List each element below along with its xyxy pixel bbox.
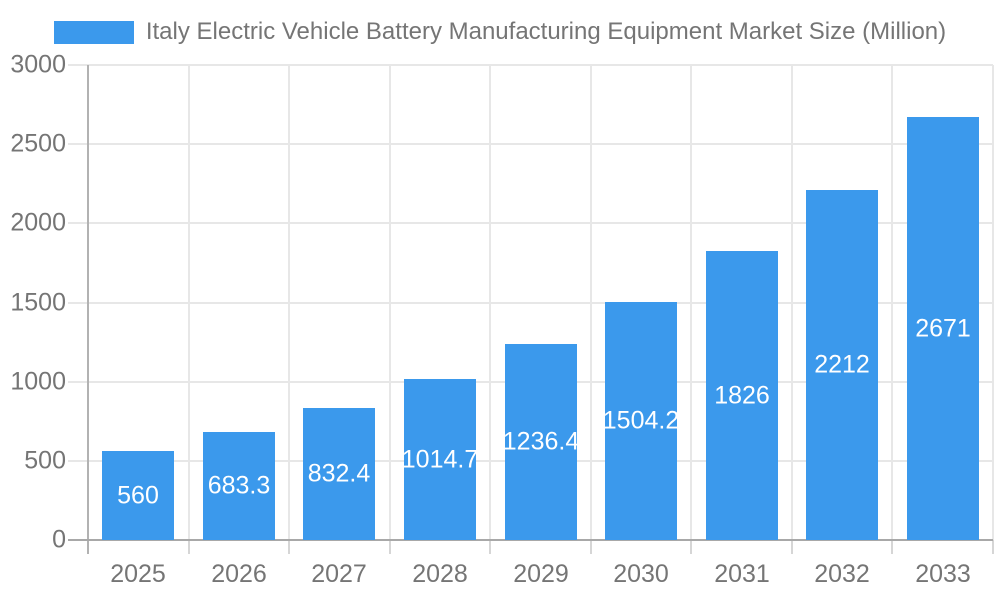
x-axis-tick: [188, 540, 190, 554]
bar-value-label: 2212: [814, 350, 870, 379]
x-axis-tick-label: 2032: [814, 560, 870, 588]
bar-value-label: 1014.7: [401, 445, 479, 474]
x-axis-tick: [590, 540, 592, 554]
x-gridline: [891, 65, 893, 540]
y-gridline: [68, 64, 993, 66]
x-gridline: [590, 65, 592, 540]
y-axis-tick-label: 1500: [10, 288, 66, 317]
x-gridline: [489, 65, 491, 540]
legend-swatch: [53, 20, 134, 44]
x-axis-tick-label: 2027: [311, 560, 367, 588]
x-axis-tick: [791, 540, 793, 554]
bar-value-label: 2671: [915, 314, 971, 343]
legend-label: Italy Electric Vehicle Battery Manufactu…: [145, 18, 947, 45]
bar[interactable]: [303, 408, 375, 540]
chart-legend[interactable]: Italy Electric Vehicle Battery Manufactu…: [0, 18, 1000, 46]
bar[interactable]: [605, 302, 677, 540]
bar-value-label: 1236.4: [502, 427, 580, 456]
y-gridline: [68, 302, 993, 304]
x-axis-tick: [891, 540, 893, 554]
x-axis-tick-label: 2033: [915, 560, 971, 588]
bar[interactable]: [102, 451, 174, 540]
x-gridline: [288, 65, 290, 540]
bar-value-label: 832.4: [307, 459, 371, 488]
y-axis-line: [87, 65, 89, 554]
x-axis-tick: [489, 540, 491, 554]
bar-value-label: 1504.2: [602, 406, 680, 435]
x-axis-tick: [389, 540, 391, 554]
y-gridline: [68, 222, 993, 224]
y-axis-tick-label: 3000: [10, 50, 66, 79]
bar-value-label: 1826: [714, 381, 770, 410]
bar[interactable]: [404, 379, 476, 540]
x-axis-tick: [288, 540, 290, 554]
x-axis-tick-label: 2029: [513, 560, 569, 588]
bar[interactable]: [505, 344, 577, 540]
x-axis-tick: [690, 540, 692, 554]
y-axis-tick-label: 1000: [10, 367, 66, 396]
x-gridline: [791, 65, 793, 540]
bar[interactable]: [706, 251, 778, 540]
x-axis-tick: [992, 540, 994, 554]
y-axis-tick-label: 0: [52, 525, 66, 554]
x-axis-line: [68, 539, 993, 541]
x-gridline: [188, 65, 190, 540]
bar[interactable]: [907, 117, 979, 540]
y-axis-tick-label: 2000: [10, 208, 66, 237]
y-gridline: [68, 143, 993, 145]
x-axis-tick-label: 2028: [412, 560, 468, 588]
bar[interactable]: [806, 190, 878, 540]
y-axis-tick-label: 500: [24, 446, 66, 475]
bar[interactable]: [203, 432, 275, 540]
x-gridline: [389, 65, 391, 540]
x-gridline: [992, 65, 994, 540]
x-axis-tick-label: 2025: [110, 560, 166, 588]
bar-value-label: 683.3: [207, 471, 271, 500]
x-gridline: [690, 65, 692, 540]
y-axis-tick-label: 2500: [10, 129, 66, 158]
x-axis-tick-label: 2030: [613, 560, 669, 588]
x-axis-tick-label: 2026: [211, 560, 267, 588]
x-axis-tick-label: 2031: [714, 560, 770, 588]
bar-value-label: 560: [117, 481, 159, 510]
